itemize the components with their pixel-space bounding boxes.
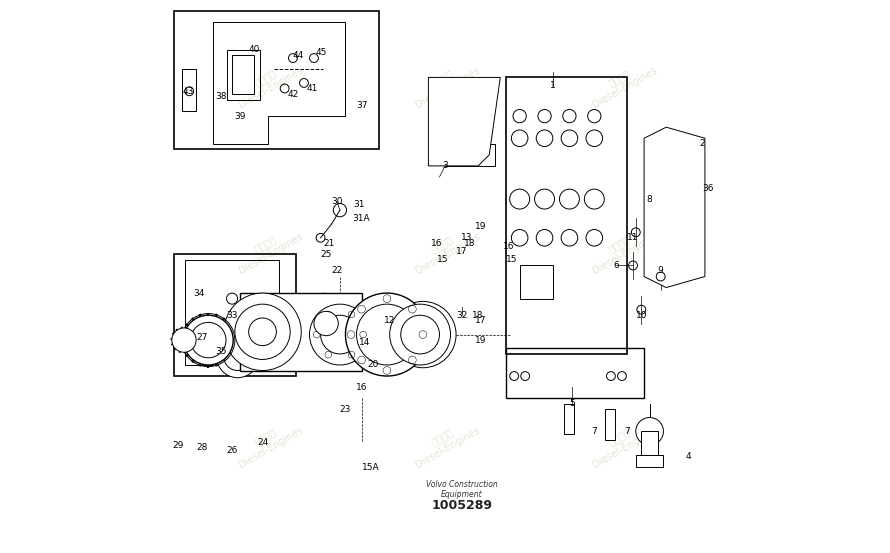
Text: 紫发动力
Diesel-Engines: 紫发动力 Diesel-Engines	[409, 55, 481, 111]
Circle shape	[223, 293, 301, 371]
Bar	[642, 431, 658, 459]
Circle shape	[370, 304, 431, 365]
Text: 10: 10	[635, 311, 647, 320]
Text: 31: 31	[353, 200, 365, 209]
Text: 17: 17	[475, 316, 487, 325]
Text: 28: 28	[196, 444, 207, 452]
Text: 7: 7	[592, 427, 597, 436]
Text: 24: 24	[257, 438, 268, 447]
Text: 11: 11	[627, 233, 639, 242]
Text: 19: 19	[475, 336, 487, 345]
Text: 紫发动力
Diesel-Engines: 紫发动力 Diesel-Engines	[586, 221, 659, 276]
Text: 15A: 15A	[361, 463, 379, 472]
Bar	[227, 50, 260, 100]
Text: 32: 32	[456, 311, 467, 320]
Bar	[174, 11, 378, 149]
Circle shape	[351, 301, 417, 368]
Circle shape	[216, 336, 259, 378]
Text: 31A: 31A	[352, 214, 369, 223]
Text: 9: 9	[658, 267, 664, 275]
Bar	[182, 69, 196, 111]
Text: 42: 42	[287, 90, 298, 98]
Circle shape	[345, 293, 428, 376]
Text: 25: 25	[320, 250, 332, 259]
Text: 20: 20	[368, 361, 379, 369]
Text: 23: 23	[340, 405, 352, 414]
Text: 1: 1	[550, 81, 555, 90]
Text: 17: 17	[456, 247, 467, 256]
Text: 22: 22	[332, 267, 343, 275]
Bar	[506, 77, 627, 354]
Text: 紫发动力
Diesel-Engines: 紫发动力 Diesel-Engines	[409, 415, 481, 470]
Text: 40: 40	[248, 45, 260, 54]
Text: 41: 41	[306, 84, 318, 93]
Text: 7: 7	[625, 427, 630, 436]
Text: 27: 27	[196, 333, 207, 342]
Text: 18: 18	[473, 311, 484, 320]
Text: 2: 2	[700, 139, 705, 148]
Text: 34: 34	[193, 289, 205, 298]
Text: 6: 6	[613, 261, 619, 270]
Text: 37: 37	[356, 101, 368, 109]
Text: 45: 45	[316, 48, 328, 57]
Text: 38: 38	[215, 92, 227, 101]
Text: 紫发动力
Diesel-Engines: 紫发动力 Diesel-Engines	[586, 55, 659, 111]
Text: 44: 44	[293, 51, 304, 60]
Bar	[635, 455, 663, 467]
Bar	[605, 409, 615, 440]
Bar	[564, 404, 574, 434]
Text: 4: 4	[685, 452, 692, 461]
Bar	[445, 144, 495, 166]
Text: 紫发动力
Diesel-Engines: 紫发动力 Diesel-Engines	[231, 55, 304, 111]
Text: 16: 16	[356, 383, 368, 392]
Bar	[232, 55, 255, 94]
Polygon shape	[644, 127, 705, 288]
Circle shape	[172, 328, 196, 352]
Bar	[506, 348, 644, 398]
Text: 30: 30	[331, 197, 343, 206]
Text: 18: 18	[465, 239, 475, 248]
Text: 36: 36	[702, 184, 714, 192]
Text: 21: 21	[323, 239, 335, 248]
Circle shape	[314, 311, 338, 336]
Text: 紫发动力
Diesel-Engines: 紫发动力 Diesel-Engines	[586, 415, 659, 470]
Text: 35: 35	[215, 347, 227, 356]
Text: 12: 12	[384, 316, 395, 325]
Text: 紫发动力
Diesel-Engines: 紫发动力 Diesel-Engines	[231, 221, 304, 276]
Text: 43: 43	[182, 87, 193, 96]
Bar	[520, 265, 553, 299]
Text: 19: 19	[475, 222, 487, 231]
Circle shape	[310, 304, 370, 365]
Text: 紫发动力
Diesel-Engines: 紫发动力 Diesel-Engines	[409, 221, 481, 276]
Text: 3: 3	[442, 161, 448, 170]
Text: 29: 29	[173, 441, 184, 450]
Text: 14: 14	[360, 338, 370, 347]
Text: 紫发动力
Diesel-Engines: 紫发动力 Diesel-Engines	[231, 415, 304, 470]
Text: 39: 39	[235, 112, 247, 121]
Text: 13: 13	[461, 233, 473, 242]
Text: 1005289: 1005289	[431, 499, 492, 513]
Text: Volvo Construction
Equipment: Volvo Construction Equipment	[425, 479, 498, 499]
Bar	[240, 293, 362, 371]
Text: 16: 16	[431, 239, 442, 248]
Text: 33: 33	[226, 311, 238, 320]
Text: 26: 26	[226, 446, 238, 455]
Circle shape	[390, 301, 456, 368]
Circle shape	[390, 304, 450, 365]
Circle shape	[183, 315, 233, 365]
Circle shape	[635, 418, 663, 445]
Text: 5: 5	[570, 399, 575, 408]
Text: 8: 8	[647, 195, 652, 204]
Text: 16: 16	[503, 242, 514, 251]
Text: 15: 15	[436, 255, 448, 264]
Polygon shape	[428, 77, 500, 166]
Text: 15: 15	[506, 255, 517, 264]
Bar	[174, 254, 295, 376]
